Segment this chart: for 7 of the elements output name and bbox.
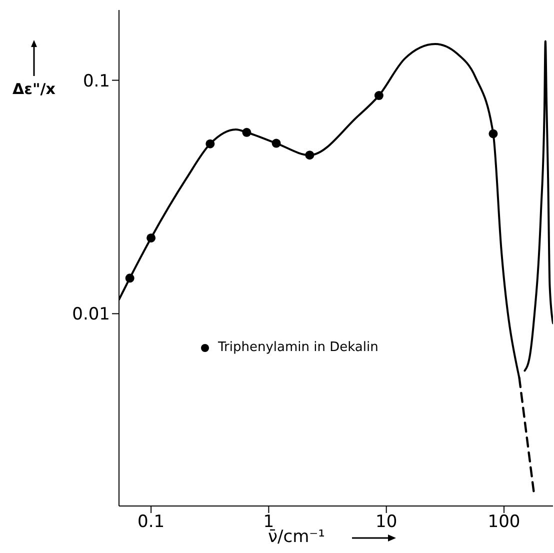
- x-tick-label: 10: [376, 512, 398, 532]
- legend-label: Triphenylamin in Dekalin: [218, 340, 378, 355]
- y-axis-title: Δε"/x: [12, 80, 56, 98]
- x-tick-label: 0.1: [138, 512, 165, 532]
- y-tick-label: 0.01: [72, 304, 110, 325]
- line-series: [524, 40, 553, 372]
- x-tick-label: 100: [488, 512, 520, 532]
